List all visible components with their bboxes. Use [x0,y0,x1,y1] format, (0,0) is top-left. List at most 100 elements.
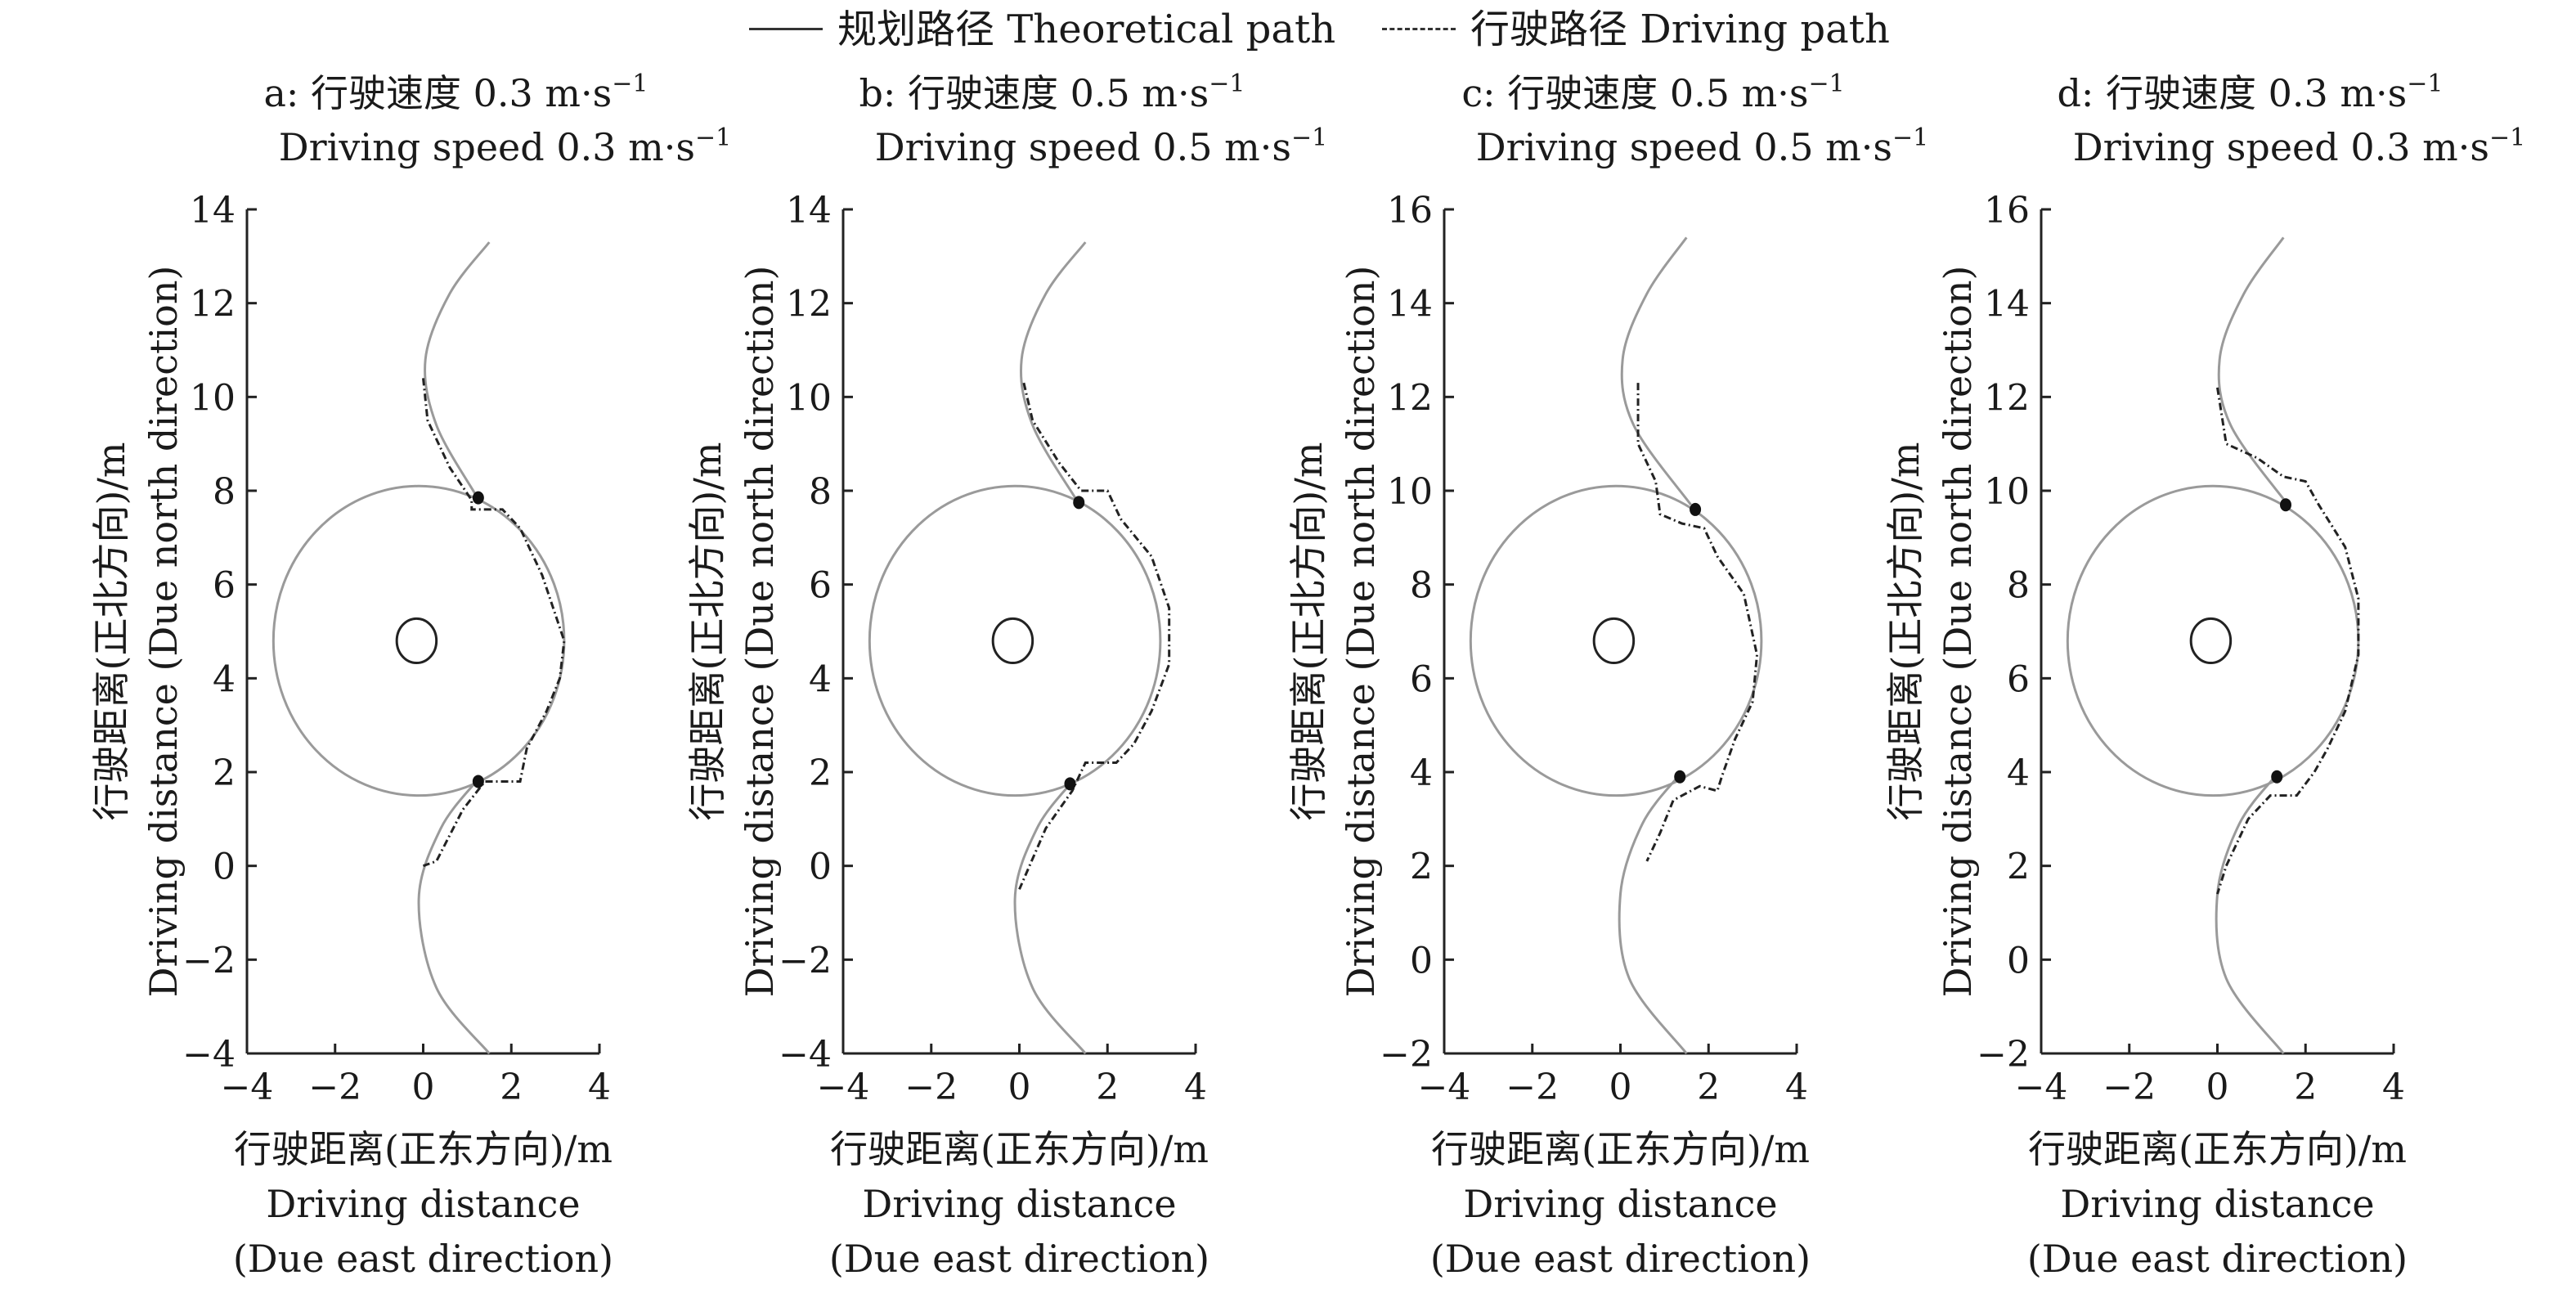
y-tick-label: 6 [2007,658,2030,700]
obstacle-marker [395,617,438,665]
x-tick-label: 4 [1785,1067,1808,1108]
y-axis-label-cn: 行驶距离(正北方向)/m [685,442,729,820]
y-tick-label: 4 [2007,752,2030,794]
y-axis-label-en: Driving distance (Due north direction) [141,266,186,998]
driving-path-line [1636,383,1759,862]
theoretical-lower-arc [2215,775,2285,1054]
unit-superscript: −1 [1892,124,1928,152]
x-axis-label-en-direction: (Due east direction) [829,1237,1209,1281]
x-axis-label-en: Driving distance [862,1182,1176,1226]
y-tick-label: 2 [809,752,832,794]
theoretical-lower-arc [1013,780,1087,1054]
x-tick-label: −4 [817,1067,870,1108]
x-axis-label-en-direction: (Due east direction) [1430,1237,1811,1281]
legend: 规划路径 Theoretical path 行驶路径 Driving path [0,0,2576,57]
y-tick-label: 12 [786,284,832,326]
theoretical-circle-path [1469,484,1763,797]
unit-superscript: −1 [2407,70,2443,98]
y-tick-label: −4 [182,1034,236,1076]
chart-title-line2: Driving speed 0.3 m·s−1 [2073,124,2525,169]
waypoint-marker [1064,777,1076,791]
x-tick-label: 0 [412,1067,435,1108]
y-tick-label: 4 [213,658,236,700]
legend-theoretical-label: 规划路径 Theoretical path [837,7,1336,52]
chart-panel-b: b: 行驶速度 0.5 m·s−1 Driving speed 0.5 m·s−1… [685,70,1327,1281]
y-tick-label: 8 [809,471,832,513]
chart-title-line1: c: 行驶速度 0.5 m·s−1 [1461,70,1844,115]
legend-dashed-line-swatch [1382,28,1456,30]
chart-title-line1: d: 行驶速度 0.3 m·s−1 [2057,70,2443,115]
y-axis-label-en: Driving distance (Due north direction) [1936,266,1980,998]
y-tick-label: 0 [213,847,236,888]
y-tick-label: 2 [2007,847,2030,888]
x-tick-label: −2 [1506,1067,1559,1108]
chart-title-line2: Driving speed 0.5 m·s−1 [875,124,1327,169]
y-tick-label: 10 [1984,471,2030,513]
y-tick-label: 10 [786,377,832,419]
x-tick-label: 0 [1609,1067,1632,1108]
y-tick-label: 12 [1387,377,1433,419]
x-axis-label-cn: 行驶距离(正东方向)/m [830,1127,1209,1171]
y-tick-label: −2 [1977,1034,2030,1076]
y-tick-label: 6 [809,565,832,607]
x-axis-label-en-direction: (Due east direction) [233,1237,613,1281]
y-tick-label: 14 [1984,284,2030,326]
driving-path-line [422,378,566,868]
chart-panel-c: c: 行驶速度 0.5 m·s−1 Driving speed 0.5 m·s−1… [1286,70,1928,1281]
unit-superscript: −1 [1209,70,1245,98]
x-axis-label-cn: 行驶距离(正东方向)/m [234,1127,613,1171]
unit-superscript: −1 [1291,124,1327,152]
y-tick-label: 8 [1410,565,1433,607]
y-tick-label: 14 [786,190,832,231]
x-tick-label: 4 [2382,1067,2405,1108]
y-tick-label: −2 [1380,1034,1433,1076]
x-tick-label: 2 [1697,1067,1720,1108]
x-axis-label-cn: 行驶距离(正东方向)/m [2028,1127,2407,1171]
y-tick-label: −2 [779,940,832,981]
chart-title-line1: a: 行驶速度 0.3 m·s−1 [263,70,648,115]
chart-title-line2: Driving speed 0.3 m·s−1 [279,124,731,169]
y-tick-label: 4 [1410,752,1433,794]
legend-driving-path: 行驶路径 Driving path [1382,7,1890,52]
x-tick-label: −2 [2103,1067,2156,1108]
y-tick-label: 14 [1387,284,1433,326]
x-tick-label: 4 [588,1067,611,1108]
theoretical-upper-arc [1620,236,1692,506]
theoretical-lower-arc [1618,775,1688,1054]
theoretical-circle-path [272,484,566,797]
y-tick-label: −4 [779,1034,832,1076]
waypoint-marker [1073,496,1085,510]
y-tick-label: 16 [1984,190,2030,231]
chart-panel-a: a: 行驶速度 0.3 m·s−1 Driving speed 0.3 m·s−1… [89,70,731,1281]
legend-driving-label: 行驶路径 Driving path [1470,7,1890,52]
x-tick-label: −4 [1418,1067,1471,1108]
unit-superscript: −1 [1808,70,1844,98]
y-tick-label: 2 [1410,847,1433,888]
unit-superscript: −1 [2489,124,2525,152]
x-axis-label-cn: 行驶距离(正东方向)/m [1431,1127,1810,1171]
theoretical-upper-arc [1019,241,1087,501]
chart-title-line1: b: 行驶速度 0.5 m·s−1 [859,70,1245,115]
x-tick-label: 2 [500,1067,523,1108]
y-tick-label: 10 [1387,471,1433,513]
obstacle-marker [991,617,1034,665]
y-axis-label-cn: 行驶距离(正北方向)/m [1883,442,1928,820]
waypoint-marker [1690,502,1702,516]
y-axis-label-cn: 行驶距离(正北方向)/m [1286,442,1331,820]
y-tick-label: 8 [213,471,236,513]
x-tick-label: −4 [221,1067,274,1108]
x-tick-label: −2 [308,1067,361,1108]
chart-title-line2: Driving speed 0.5 m·s−1 [1476,124,1928,169]
driving-path-line [2216,387,2360,895]
x-axis-label-en: Driving distance [1463,1182,1777,1226]
unit-superscript: −1 [612,70,648,98]
y-tick-label: 6 [1410,658,1433,700]
theoretical-upper-arc [424,241,491,496]
x-axis-label-en-direction: (Due east direction) [2027,1237,2408,1281]
y-tick-label: 14 [190,190,236,231]
waypoint-marker [472,775,484,788]
theoretical-upper-arc [2217,236,2289,506]
x-tick-label: 2 [1096,1067,1119,1108]
y-tick-label: 8 [2007,565,2030,607]
